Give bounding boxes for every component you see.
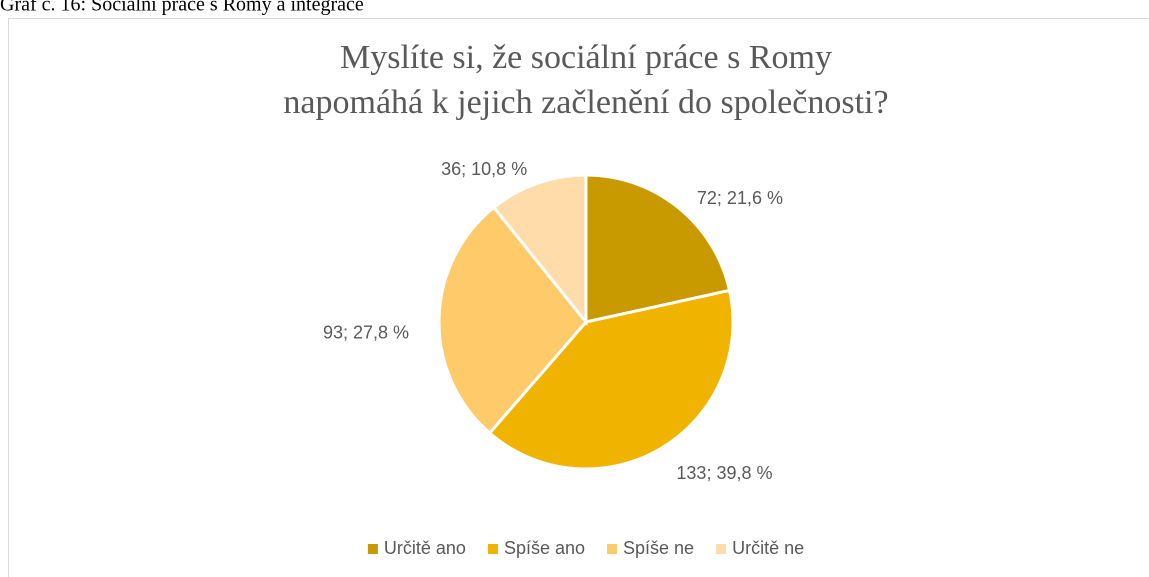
- data-label: 133; 39,8 %: [676, 463, 772, 483]
- legend-label: Určitě ano: [384, 538, 466, 558]
- pie-slice: [584, 173, 732, 324]
- pie-slice: [487, 288, 735, 471]
- legend-label: Spíše ano: [504, 538, 585, 558]
- chart-title: Myslíte si, že sociální práce s Romy napo…: [283, 39, 888, 121]
- data-label: 72; 21,6 %: [697, 188, 783, 208]
- legend-marker: [716, 544, 727, 554]
- legend-marker: [607, 544, 618, 554]
- pie-slice: [437, 205, 588, 436]
- caption: Graf č. 16: Sociální práce s Romy a inte…: [0, 0, 364, 16]
- legend-label: Určitě ne: [732, 538, 804, 558]
- pie-slice: [491, 173, 588, 327]
- data-label: 36; 10,8 %: [441, 159, 527, 179]
- legend-marker: [487, 544, 498, 554]
- legend: Určitě ano Spíše ano Spíše ne Určitě ne: [367, 538, 804, 558]
- data-label: 93; 27,8 %: [323, 322, 409, 342]
- legend-label: Spíše ne: [623, 538, 694, 558]
- legend-marker: [367, 544, 378, 554]
